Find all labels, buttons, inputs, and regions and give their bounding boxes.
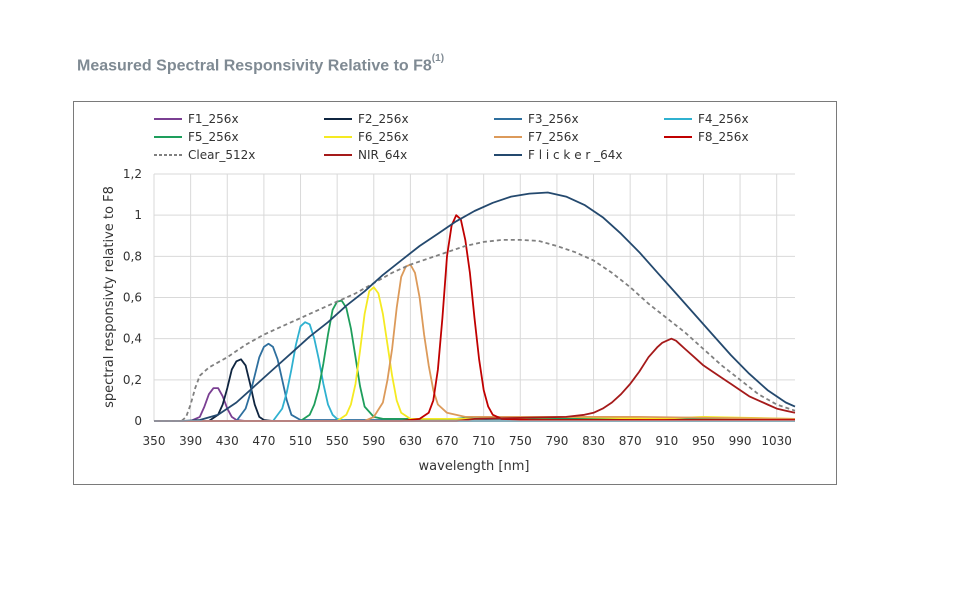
x-tick-label: 830: [582, 434, 605, 448]
page-title: Measured Spectral Responsivity Relative …: [77, 53, 445, 75]
legend-label: F8_256x: [698, 130, 749, 144]
x-tick-label: 670: [436, 434, 459, 448]
page-title-footnote: (1): [431, 53, 445, 64]
x-tick-label: 390: [179, 434, 202, 448]
page-title-text: Measured Spectral Responsivity Relative …: [77, 57, 432, 75]
y-tick-label: 0: [134, 414, 142, 428]
y-axis-label: spectral responsivty relative to F8: [102, 186, 117, 408]
x-tick-label: 710: [472, 434, 495, 448]
series-line-f4-256x: [154, 321, 795, 422]
series-line-nir-64x: [154, 337, 796, 422]
x-axis-label: wavelength [nm]: [419, 459, 530, 474]
x-tick-label: 1030: [761, 434, 792, 448]
x-tick-label: 470: [252, 434, 275, 448]
legend-label: F2_256x: [358, 112, 409, 126]
legend-label: F4_256x: [698, 112, 749, 126]
y-tick-label: 0,8: [123, 249, 142, 263]
series-line-flicker-64x: [154, 191, 796, 422]
x-tick-label: 510: [289, 434, 312, 448]
series-line-f3-256x: [154, 342, 795, 422]
legend-label: Clear_512x: [188, 148, 255, 162]
x-tick-label: 870: [619, 434, 642, 448]
x-tick-label: 350: [143, 434, 166, 448]
x-tick-label: 630: [399, 434, 422, 448]
y-tick-label: 1: [134, 208, 142, 222]
series-line-f2-256x: [154, 358, 795, 422]
legend-label: F3_256x: [528, 112, 579, 126]
series-layer: [154, 191, 796, 422]
legend: F1_256x F2_256x F3_256x F4_256x F5_256x F6_25…: [154, 112, 749, 162]
series-line-f7-256x: [154, 263, 796, 422]
y-tick-label: 0,4: [123, 332, 142, 346]
x-tick-label: 910: [655, 434, 678, 448]
legend-label: NIR_64x: [358, 148, 407, 162]
series-line-f8-256x: [154, 214, 795, 422]
axis-layer: 350 390 430 470 510 550 590 630 670 710 750 790 830 8…: [123, 167, 795, 448]
legend-label: F7_256x: [528, 130, 579, 144]
series-line-f6-256x: [154, 286, 796, 422]
x-tick-label: 990: [729, 434, 752, 448]
x-tick-label: 790: [545, 434, 568, 448]
x-tick-label: 950: [692, 434, 715, 448]
y-tick-label: 0,2: [123, 373, 142, 387]
x-tick-label: 590: [362, 434, 385, 448]
x-tick-label: 750: [509, 434, 532, 448]
x-tick-label: 430: [216, 434, 239, 448]
x-tick-label: 550: [326, 434, 349, 448]
legend-label: F5_256x: [188, 130, 239, 144]
y-tick-label: 0,6: [123, 291, 142, 305]
y-tick-label: 1,2: [123, 167, 142, 181]
legend-label: F l i c k e r _64x: [528, 148, 623, 162]
legend-label: F6_256x: [358, 130, 409, 144]
legend-label: F1_256x: [188, 112, 239, 126]
